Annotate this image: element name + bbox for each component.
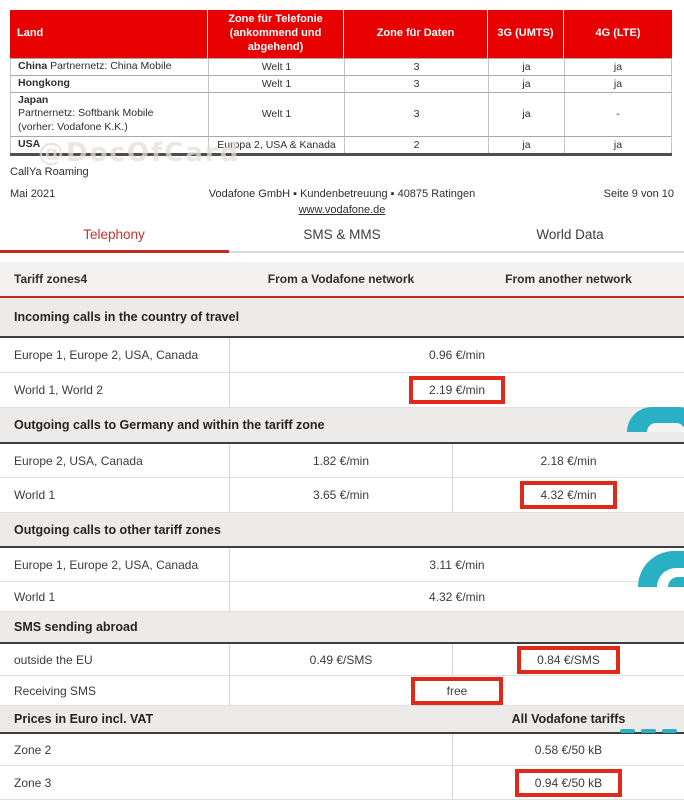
teal-dashes-icon	[620, 729, 683, 733]
tab-telephony[interactable]: Telephony	[83, 227, 145, 242]
publisher-line: Vodafone GmbH ▪ Kundenbetreuung ▪ 40875 …	[208, 188, 476, 200]
table-row: World 1 4.32 €/min	[0, 582, 684, 612]
highlight-box: free	[410, 676, 504, 705]
active-tab-underline	[0, 250, 229, 253]
tab-bar: Telephony SMS & MMS World Data	[0, 227, 684, 242]
table-row: World 1, World 2 2.19 €/min	[0, 373, 684, 408]
table-row: World 1 3.65 €/min 4.32 €/min	[0, 478, 684, 513]
zone-table-header-4g: 4G (LTE)	[563, 10, 672, 58]
zone-table-header: Land Zone für Telefonie (ankommend und a…	[10, 10, 672, 58]
zone-table-header-daten: Zone für Daten	[343, 10, 487, 58]
highlight-box: 0.84 €/SMS	[517, 645, 620, 674]
tab-divider	[0, 251, 684, 253]
table-row: Europe 1, Europe 2, USA, Canada 0.96 €/m…	[0, 338, 684, 373]
website-link[interactable]: www.vodafone.de	[298, 204, 386, 216]
price-value: 2.18 €/min	[540, 453, 597, 468]
table-row: Europe 1, Europe 2, USA, Canada 3.11 €/m…	[0, 548, 684, 582]
table-row: Receiving SMS free	[0, 676, 684, 706]
product-title: CallYa Roaming	[10, 166, 89, 178]
section-prices-vat: Prices in Euro incl. VAT All Vodafone ta…	[0, 706, 684, 734]
table-row: Zone 3 0.94 €/50 kB	[0, 766, 684, 800]
price-value: 4.32 €/min	[428, 589, 486, 604]
table-row: outside the EU 0.49 €/SMS 0.84 €/SMS	[0, 644, 684, 676]
highlight-box: 2.19 €/min	[408, 376, 506, 404]
table-row: Europe 2, USA, Canada 1.82 €/min 2.18 €/…	[0, 444, 684, 478]
price-value: 0.58 €/50 kB	[534, 742, 603, 757]
table-row: Zone 2 0.58 €/50 kB	[0, 734, 684, 766]
section-incoming-calls: Incoming calls in the country of travel	[0, 298, 684, 338]
teal-arc-icon	[638, 551, 684, 587]
section-outgoing-other: Outgoing calls to other tariff zones	[0, 513, 684, 548]
price-value: 3.65 €/min	[312, 488, 370, 502]
teal-arc-icon	[627, 407, 684, 432]
table-row-china: China Partnernetz: China Mobile Welt 1 3…	[10, 58, 672, 75]
zone-table-header-land: Land	[17, 27, 44, 40]
zone-table-header-3g: 3G (UMTS)	[487, 10, 563, 58]
all-vodafone-tariffs-label: All Vodafone tariffs	[511, 712, 626, 726]
vodafone-network-header: From a Vodafone network	[267, 272, 415, 286]
tariff-table-header: Tariff zones4 From a Vodafone network Fr…	[0, 262, 684, 298]
tab-sms-mms[interactable]: SMS & MMS	[303, 227, 381, 242]
tariff-table: Tariff zones4 From a Vodafone network Fr…	[0, 262, 684, 800]
other-network-header: From another network	[505, 272, 632, 286]
price-value: 3.11 €/min	[429, 557, 485, 572]
price-value: 0.49 €/SMS	[309, 652, 373, 667]
document-date: Mai 2021	[10, 188, 56, 200]
page-number: Seite 9 von 10	[603, 188, 674, 200]
price-value: 0.96 €/min	[428, 348, 486, 362]
zone-table: Land Zone für Telefonie (ankommend und a…	[10, 10, 672, 156]
section-outgoing-germany: Outgoing calls to Germany and within the…	[0, 408, 684, 444]
table-row-hongkong: Hongkong Welt 1 3 ja ja	[10, 75, 672, 92]
table-row-usa: USA Europa 2, USA & Kanada 2 ja ja	[10, 135, 672, 153]
zone-table-header-telefonie: Zone für Telefonie (ankommend und abgehe…	[207, 10, 343, 58]
table-row-japan: Japan Partnernetz: Softbank Mobile (vorh…	[10, 91, 672, 136]
price-value: 1.82 €/min	[312, 453, 370, 468]
highlight-box: 0.94 €/50 kB	[514, 768, 623, 797]
tab-world-data[interactable]: World Data	[536, 227, 604, 242]
section-sms-abroad: SMS sending abroad	[0, 612, 684, 644]
tariff-zones-header: Tariff zones4	[14, 272, 88, 286]
highlight-box: 4.32 €/min	[520, 481, 617, 509]
